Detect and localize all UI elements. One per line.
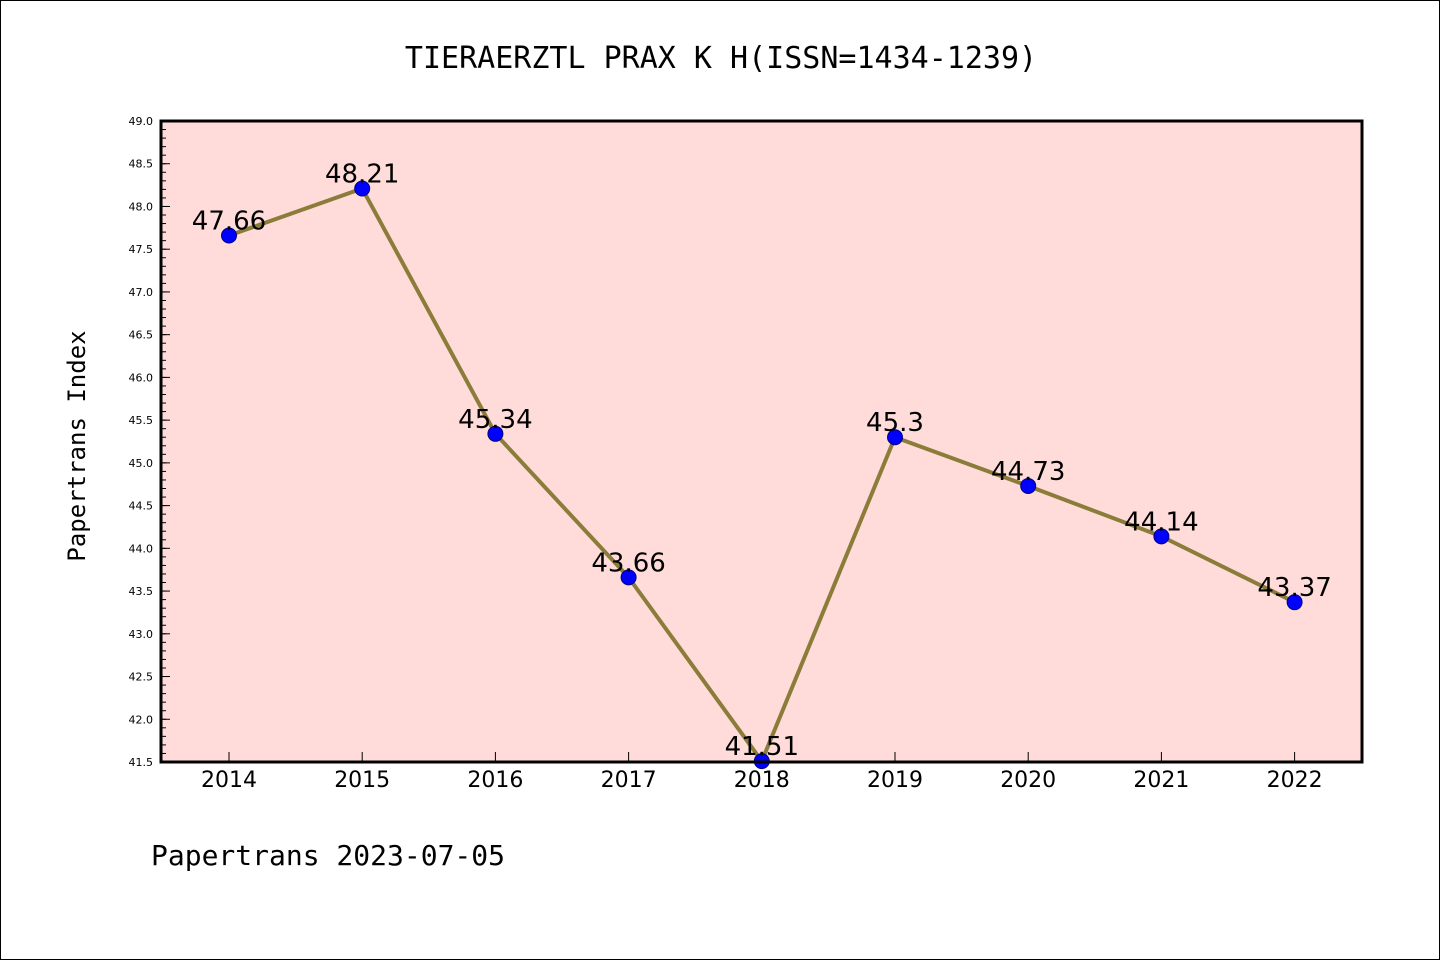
data-point-2015 xyxy=(354,180,371,197)
x-tick-label: 2014 xyxy=(201,768,257,793)
plot-border xyxy=(159,119,1364,764)
y-tick-label: 45.0 xyxy=(129,457,154,470)
y-tick-label: 49.0 xyxy=(129,115,154,128)
data-point-2022 xyxy=(1286,594,1303,611)
data-label-2020: 44.73 xyxy=(991,457,1065,487)
data-label-2015: 48.21 xyxy=(325,160,399,190)
y-tick-label: 46.5 xyxy=(129,329,154,342)
y-tick-label: 47.5 xyxy=(129,243,154,256)
data-labels: 47.66 48.21 45.34 43.66 41.51 45.3 44.73 44.14 4… xyxy=(192,160,1332,763)
x-tick-label: 2021 xyxy=(1133,768,1189,793)
plot-area xyxy=(161,121,1362,762)
data-label-2022: 43.37 xyxy=(1257,573,1331,603)
data-point-2016 xyxy=(487,425,504,442)
x-tick-label: 2019 xyxy=(867,768,923,793)
data-point-2021 xyxy=(1153,528,1170,545)
y-tick-label: 42.0 xyxy=(129,713,154,726)
y-tick-label: 45.5 xyxy=(129,414,154,427)
y-tick-label: 42.5 xyxy=(129,671,154,684)
x-tick-label: 2016 xyxy=(467,768,523,793)
data-point-2014 xyxy=(221,227,237,244)
footer-text: Papertrans 2023-07-05 xyxy=(151,839,505,872)
y-tick-label: 46.0 xyxy=(129,371,154,384)
y-tick-label: 44.0 xyxy=(129,542,154,555)
x-tick-label: 2015 xyxy=(334,768,390,793)
data-label-2018: 41.51 xyxy=(725,732,799,762)
y-tick-label: 44.5 xyxy=(129,500,154,513)
y-tick-label: 47.0 xyxy=(129,286,154,299)
x-tick-label: 2017 xyxy=(601,768,657,793)
data-label-2019: 45.3 xyxy=(866,408,924,438)
data-markers xyxy=(221,180,1303,770)
y-tick-label: 41.5 xyxy=(129,756,154,769)
data-label-2016: 45.34 xyxy=(458,405,532,435)
data-point-2019 xyxy=(887,429,903,446)
data-label-2017: 43.66 xyxy=(591,548,665,578)
y-tick-label: 48.5 xyxy=(129,158,154,171)
y-axis: 41.5 42.0 42.5 43.0 43.5 44.0 44.5 45.0 45.5 46.0… xyxy=(129,115,170,769)
data-label-2021: 44.14 xyxy=(1124,507,1198,537)
chart-title: TIERAERZTL PRAX K H(ISSN=1434-1239) xyxy=(405,41,1037,76)
y-tick-label: 48.0 xyxy=(129,200,154,213)
x-tick-label: 2020 xyxy=(1000,768,1056,793)
x-axis: 2014 2015 2016 2017 2018 2019 2020 2021 2022 xyxy=(201,752,1323,793)
y-tick-label: 43.0 xyxy=(129,628,154,641)
x-tick-label: 2022 xyxy=(1267,768,1323,793)
y-tick-label: 43.5 xyxy=(129,585,154,598)
y-axis-label: Papertrans Index xyxy=(63,330,91,561)
data-point-2017 xyxy=(620,569,637,586)
x-tick-label: 2018 xyxy=(734,768,790,793)
data-point-2020 xyxy=(1020,477,1037,494)
data-label-2014: 47.66 xyxy=(192,207,266,237)
